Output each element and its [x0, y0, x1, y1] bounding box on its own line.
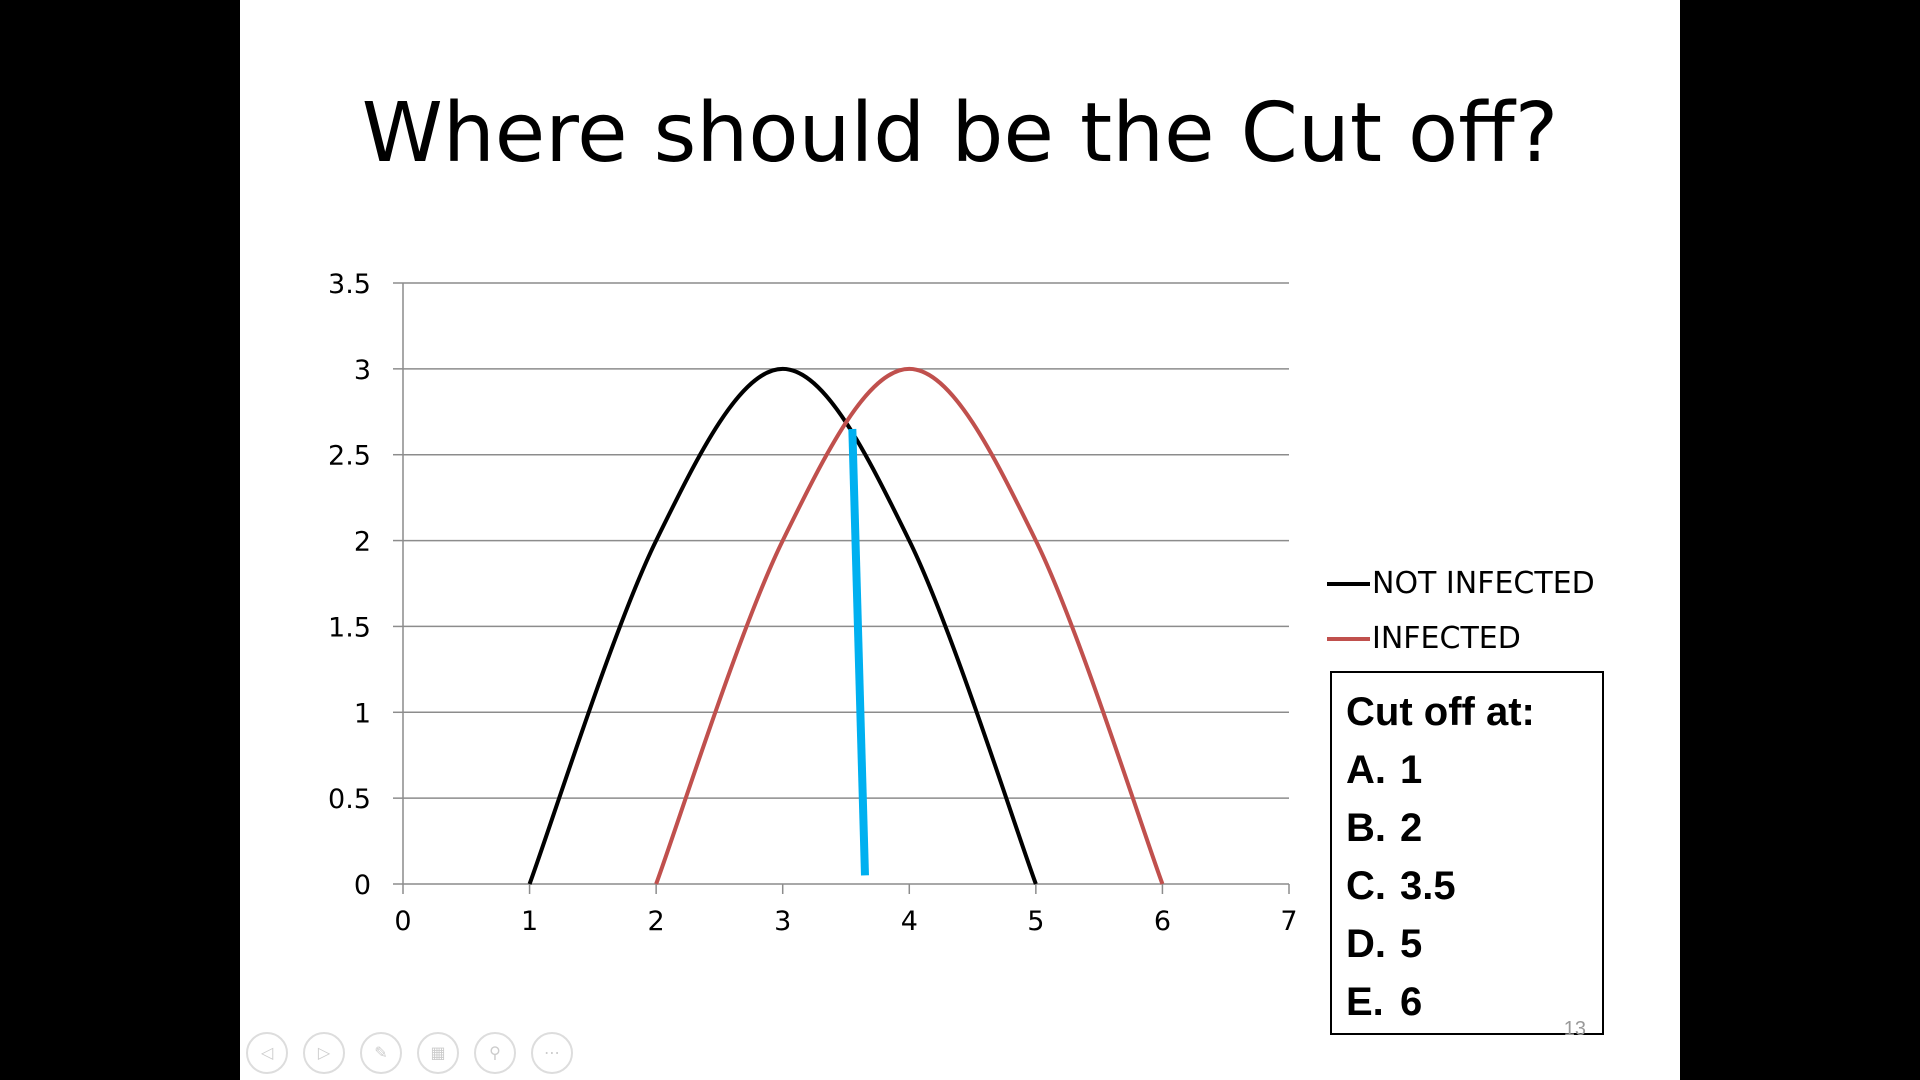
y-tick-label: 1 — [354, 698, 371, 729]
choice-value: 2 — [1400, 806, 1423, 850]
choice-letter: C. — [1346, 864, 1386, 908]
page-number: 13 — [1563, 1018, 1586, 1040]
x-tick-label: 7 — [1280, 906, 1297, 937]
pen-icon[interactable]: ✎ — [360, 1032, 402, 1074]
y-tick-label: 3.5 — [328, 269, 371, 300]
x-tick-label: 4 — [901, 906, 918, 937]
slides-grid-icon[interactable]: ▦ — [417, 1032, 459, 1074]
y-tick-label: 0 — [354, 870, 371, 901]
choice-letter: E. — [1346, 980, 1384, 1024]
legend-swatch-infected — [1327, 636, 1370, 641]
choice-letter: D. — [1346, 922, 1386, 966]
slide: Where should be the Cut off? 0 0.5 1 1.5 2 2.… — [240, 0, 1680, 1080]
choice-d: D. 5 — [1346, 915, 1602, 973]
y-tick-label: 1.5 — [328, 612, 371, 643]
slide-title: Where should be the Cut off? — [361, 86, 1559, 181]
series-line-infected — [654, 366, 1165, 885]
choice-e: E. 6 — [1346, 973, 1602, 1031]
legend-item-not-infected: NOT INFECTED — [1327, 556, 1595, 611]
legend: NOT INFECTED INFECTED — [1327, 556, 1595, 666]
y-tick-label: 3 — [354, 355, 371, 386]
more-options-icon[interactable]: ⋯ — [531, 1032, 573, 1074]
choice-b: B. 2 — [1346, 799, 1602, 857]
zoom-icon[interactable]: ⚲ — [474, 1032, 516, 1074]
legend-label-infected: INFECTED — [1372, 621, 1521, 656]
y-tick-label: 0.5 — [328, 784, 371, 815]
x-tick-label: 5 — [1027, 906, 1044, 937]
choice-value: 6 — [1400, 980, 1423, 1024]
choice-letter: B. — [1346, 806, 1386, 850]
choice-value: 1 — [1400, 748, 1423, 792]
x-tick-label: 0 — [394, 906, 411, 937]
slideshow-controls: ◁ ▷ ✎ ▦ ⚲ ⋯ — [246, 1032, 588, 1074]
choice-c: C. 3.5 — [1346, 857, 1602, 915]
choice-letter: A. — [1346, 748, 1386, 792]
series-line-not-infected — [527, 366, 1038, 885]
legend-label-not-infected: NOT INFECTED — [1372, 566, 1595, 601]
cutoff-line — [848, 428, 869, 876]
legend-item-infected: INFECTED — [1327, 611, 1595, 666]
choice-a: A. 1 — [1346, 741, 1602, 799]
answer-box-title: Cut off at: — [1346, 690, 1535, 734]
legend-swatch-not-infected — [1327, 581, 1370, 586]
x-tick-label: 6 — [1154, 906, 1171, 937]
chart: 0 0.5 1 1.5 2 2.5 3 3.5 0 1 2 3 4 5 6 7 — [328, 269, 1298, 937]
answer-box: Cut off at: A. 1 B. 2 C. 3.5 D. 5 E. 6 1… — [1330, 671, 1604, 1040]
choice-value: 3.5 — [1400, 864, 1456, 908]
previous-icon[interactable]: ◁ — [246, 1032, 288, 1074]
x-tick-label: 2 — [648, 906, 665, 937]
y-tick-label: 2 — [354, 527, 371, 558]
next-icon[interactable]: ▷ — [303, 1032, 345, 1074]
y-tick-label: 2.5 — [328, 441, 371, 472]
x-tick-label: 3 — [774, 906, 791, 937]
x-tick-label: 1 — [521, 906, 538, 937]
choice-value: 5 — [1400, 922, 1423, 966]
